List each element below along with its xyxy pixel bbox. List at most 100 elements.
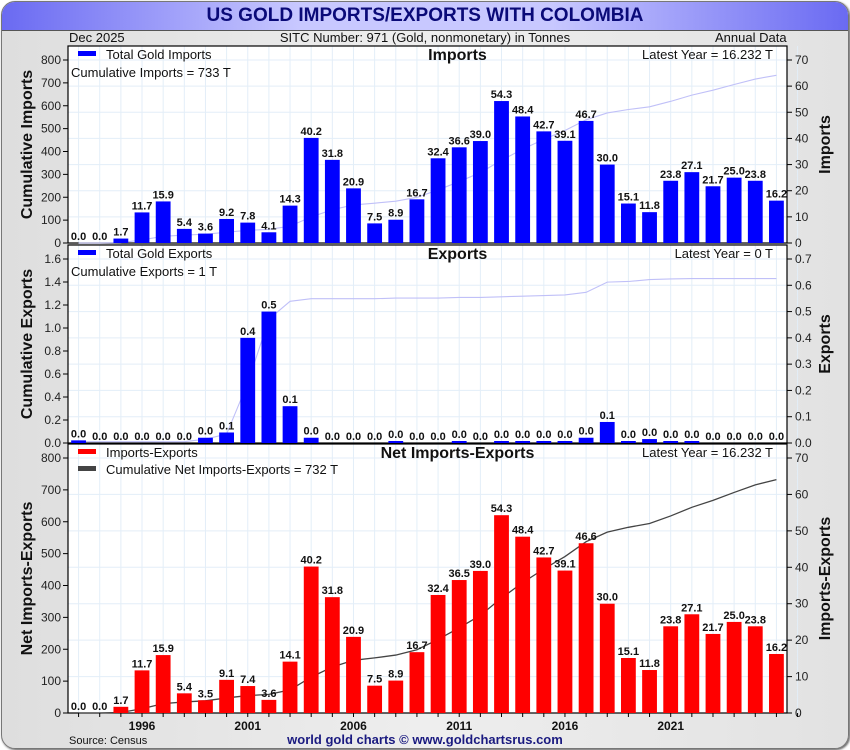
bar-imports (134, 212, 150, 243)
bar-imports (705, 186, 721, 243)
cumulative-line-exports (78, 277, 777, 443)
legend-swatch-cumulative (78, 466, 96, 471)
cumulative-line-net (78, 479, 777, 714)
data-label-imports: 23.8 (660, 169, 681, 181)
sitc-label: SITC Number: 971 (Gold, nonmonetary) in … (279, 30, 571, 45)
data-label-exports: 0.1 (600, 410, 615, 422)
data-label-imports: 31.8 (322, 148, 343, 160)
legend-label-exports: Total Gold Exports (106, 246, 213, 261)
bar-net (176, 693, 192, 713)
bar-imports (409, 199, 425, 243)
bar-imports (113, 238, 129, 243)
data-label-net: 20.9 (343, 625, 364, 637)
bar-imports (155, 201, 171, 243)
data-label-exports: 0.0 (71, 428, 86, 440)
data-label-imports: 16.7 (406, 187, 427, 199)
right-tick-label: 60 (795, 79, 809, 93)
bar-net (134, 670, 150, 713)
right-tick-label: 0.1 (795, 410, 812, 424)
bar-imports (472, 141, 488, 243)
data-label-net: 25.0 (723, 610, 744, 622)
x-tick-label: 2021 (657, 719, 684, 733)
data-label-net: 11.7 (132, 658, 153, 670)
data-label-net: 15.1 (618, 646, 639, 658)
legend-swatch-imports (78, 51, 96, 56)
right-tick-label: 50 (795, 524, 809, 538)
data-label-exports: 0.0 (515, 429, 530, 441)
bar-imports (282, 205, 298, 243)
date-label: Dec 2025 (69, 30, 125, 45)
plot-border-net (67, 443, 788, 714)
right-tick-label: 0.5 (795, 305, 812, 319)
data-label-exports: 0.0 (409, 431, 424, 443)
bar-net (367, 685, 383, 713)
left-tick-label: 200 (41, 642, 61, 656)
bar-net (663, 626, 679, 713)
data-label-exports: 0.1 (282, 394, 297, 406)
data-label-imports: 54.3 (491, 89, 512, 101)
data-label-exports: 0.0 (621, 429, 636, 441)
data-label-net: 46.6 (575, 531, 596, 543)
data-label-net: 7.4 (240, 674, 256, 686)
data-label-imports: 42.7 (533, 119, 554, 131)
right-tick-label: 0 (795, 236, 802, 250)
data-label-net: 54.3 (491, 503, 512, 515)
left-tick-label: 200 (41, 190, 61, 204)
left-tick-label: 1.4 (44, 275, 61, 289)
bar-exports (642, 439, 657, 443)
data-label-exports: 0.0 (92, 431, 107, 443)
left-tick-label: 100 (41, 213, 61, 227)
bar-exports (663, 441, 679, 443)
data-label-imports: 36.6 (449, 135, 470, 147)
bar-imports (536, 131, 552, 243)
data-label-net: 11.8 (639, 658, 660, 670)
data-label-net: 1.7 (113, 695, 128, 707)
data-label-imports: 5.4 (177, 217, 193, 229)
left-tick-label: 0.8 (44, 344, 61, 358)
bar-exports (71, 440, 86, 443)
data-label-imports: 3.6 (198, 222, 213, 234)
data-label-exports: 0.0 (642, 427, 657, 439)
data-label-net: 16.2 (766, 642, 787, 654)
bar-imports (726, 177, 742, 243)
bar-imports (599, 164, 615, 243)
bar-net (726, 621, 742, 713)
data-label-imports: 32.4 (427, 146, 449, 158)
legend-label-net: Imports-Exports (106, 445, 198, 460)
data-label-imports: 48.4 (512, 104, 534, 116)
data-label-net: 3.6 (261, 688, 276, 700)
bar-imports (620, 203, 636, 243)
bar-net (557, 570, 573, 713)
bar-net (494, 515, 509, 713)
bar-net (198, 700, 213, 713)
bar-net (769, 653, 784, 713)
bar-imports (388, 219, 404, 243)
left-tick-label: 700 (41, 483, 61, 497)
bar-imports (176, 228, 192, 243)
data-label-net: 48.4 (512, 525, 534, 537)
data-label-net: 7.5 (367, 674, 382, 686)
left-tick-label: 0 (54, 236, 61, 250)
data-label-imports: 46.7 (575, 109, 596, 121)
bar-imports (684, 172, 700, 243)
title-banner: US GOLD IMPORTS/EXPORTS WITH COLOMBIA (2, 2, 848, 31)
data-label-imports: 0.0 (71, 231, 86, 243)
data-label-exports: 0.0 (388, 429, 403, 441)
bar-exports (536, 441, 552, 443)
left-tick-label: 1.6 (44, 252, 61, 266)
data-label-net: 27.1 (681, 602, 702, 614)
right-tick-label: 0.0 (795, 436, 812, 450)
data-label-exports: 0.0 (430, 431, 445, 443)
frequency-label: Annual Data (715, 30, 787, 45)
right-tick-label: 20 (795, 184, 809, 198)
bar-net (409, 652, 425, 713)
left-tick-label: 600 (41, 99, 61, 113)
right-tick-label: 70 (795, 451, 809, 465)
data-label-net: 40.2 (300, 555, 321, 567)
bar-exports (198, 437, 213, 443)
left-tick-label: 100 (41, 674, 61, 688)
bar-exports (261, 311, 277, 443)
data-label-exports: 0.0 (198, 426, 213, 438)
panel-title-imports: Imports (428, 47, 487, 64)
